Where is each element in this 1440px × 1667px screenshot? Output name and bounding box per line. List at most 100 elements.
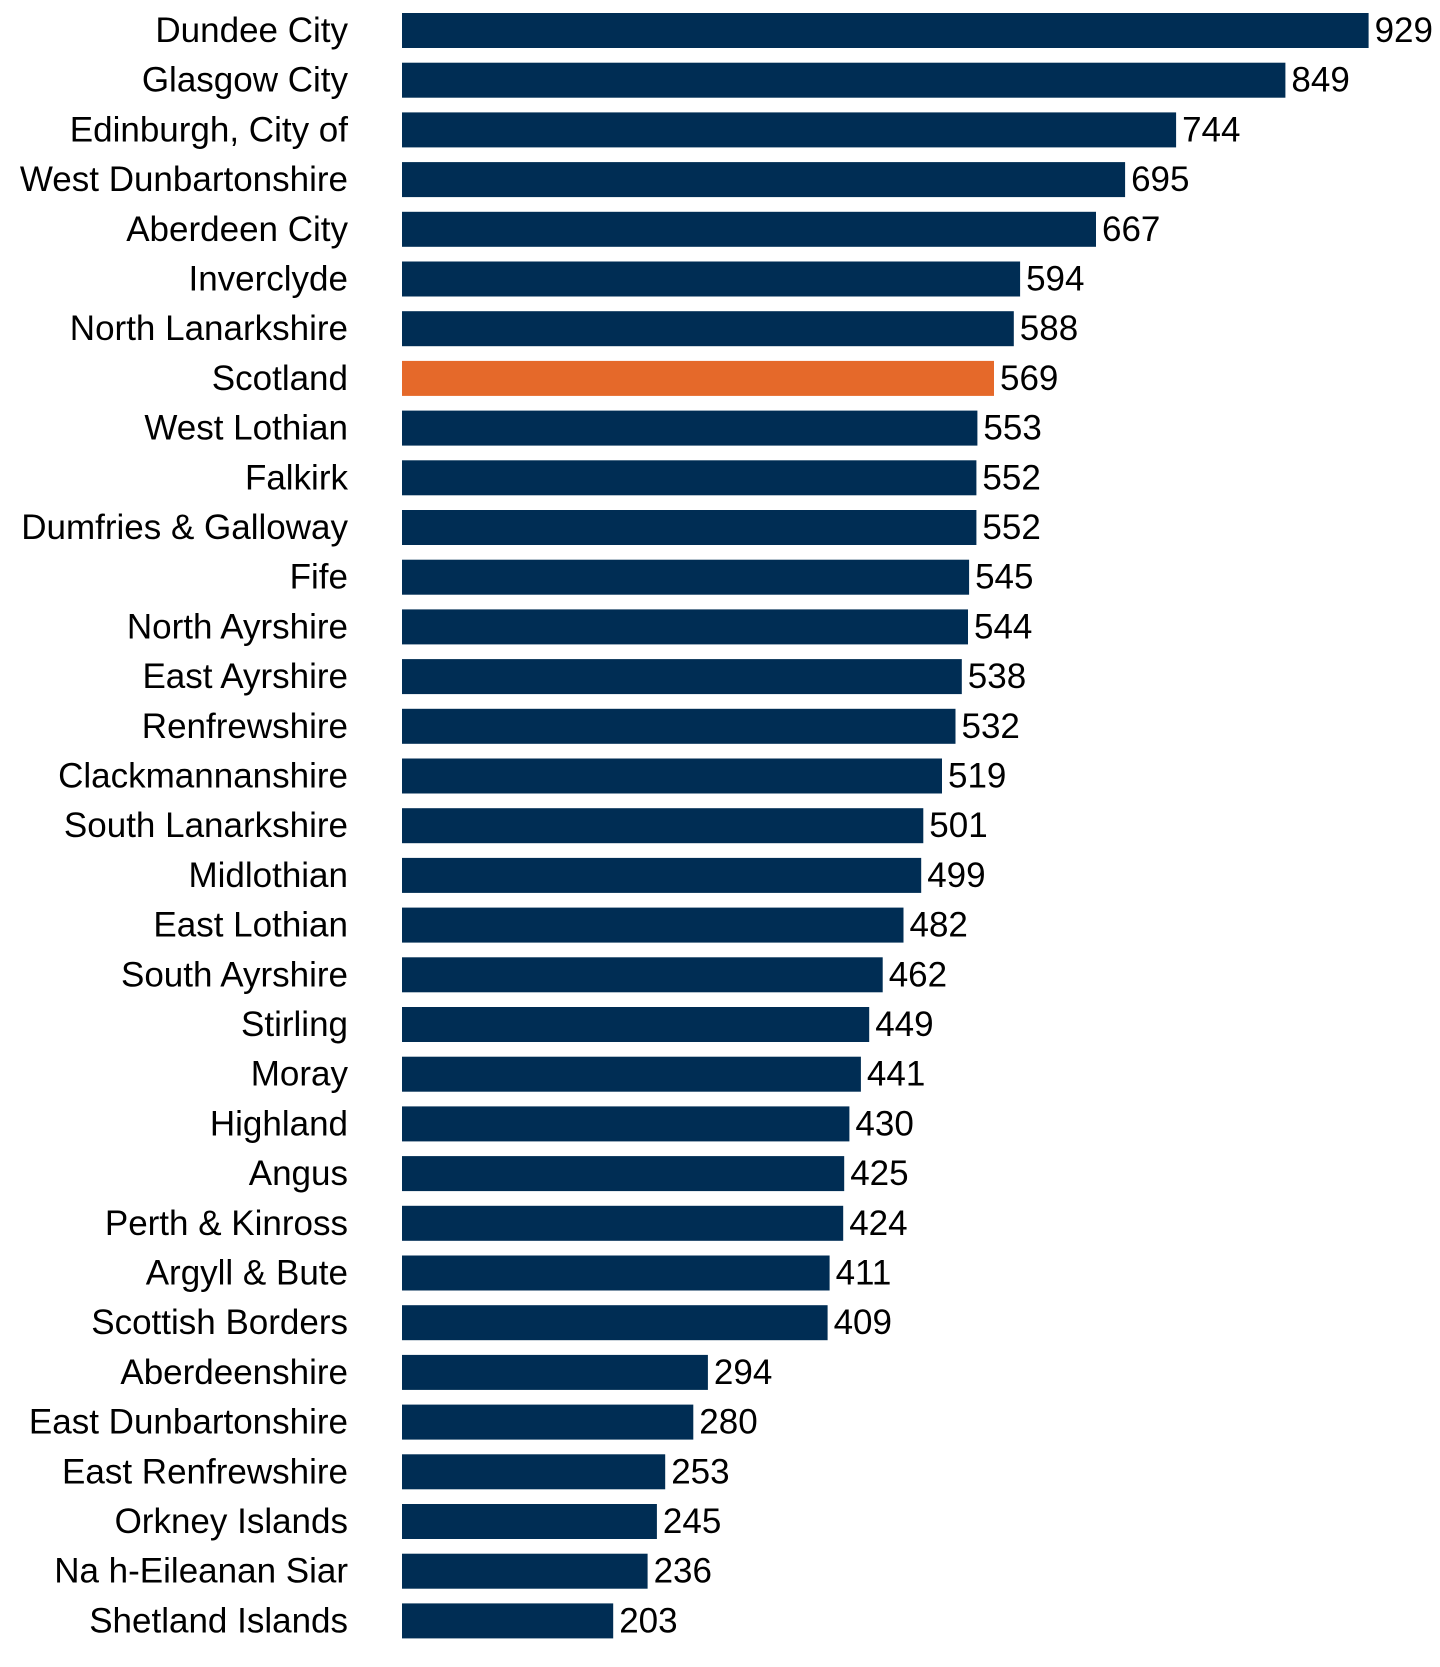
- bar-west-lothian: [402, 410, 978, 446]
- data-label-north-ayrshire: 544: [974, 607, 1032, 646]
- data-label-moray: 441: [867, 1055, 925, 1094]
- category-label-stirling: Stirling: [241, 1005, 348, 1044]
- data-label-scotland: 569: [1000, 359, 1058, 398]
- data-label-orkney-islands: 245: [663, 1502, 721, 1541]
- bar-south-ayrshire: [402, 957, 883, 993]
- category-label-argyll-and-bute: Argyll & Bute: [146, 1254, 348, 1293]
- data-label-angus: 425: [850, 1154, 908, 1193]
- bar-inverclyde: [402, 261, 1021, 297]
- category-label-dundee-city: Dundee City: [155, 11, 348, 50]
- category-label-scotland: Scotland: [212, 359, 348, 398]
- data-label-east-ayrshire: 538: [968, 657, 1026, 696]
- bar-aberdeenshire: [402, 1354, 708, 1390]
- bar-angus: [402, 1156, 845, 1192]
- category-label-east-dunbartonshire: East Dunbartonshire: [29, 1403, 348, 1442]
- category-label-north-ayrshire: North Ayrshire: [127, 607, 348, 646]
- category-label-glasgow-city: Glasgow City: [142, 61, 349, 100]
- category-label-na-h-eileanan-siar: Na h-Eileanan Siar: [54, 1552, 348, 1591]
- bar-west-dunbartonshire: [402, 162, 1126, 198]
- data-label-renfrewshire: 532: [962, 707, 1020, 746]
- data-label-falkirk: 552: [982, 458, 1040, 497]
- data-label-glasgow-city: 849: [1291, 61, 1349, 100]
- bar-moray: [402, 1056, 861, 1092]
- category-label-angus: Angus: [249, 1154, 348, 1193]
- bar-east-lothian: [402, 907, 904, 943]
- data-label-south-lanarkshire: 501: [929, 806, 987, 845]
- data-label-aberdeen-city: 667: [1102, 210, 1160, 249]
- bar-dumfries-and-galloway: [402, 510, 977, 545]
- category-label-moray: Moray: [251, 1055, 349, 1094]
- bar-south-lanarkshire: [402, 808, 924, 844]
- category-labels: Dundee City Glasgow City Edinburgh, City o…: [20, 11, 349, 1640]
- category-label-inverclyde: Inverclyde: [188, 260, 348, 299]
- bar-dundee-city: [402, 13, 1369, 48]
- bar-east-ayrshire: [402, 659, 962, 695]
- bar-east-dunbartonshire: [402, 1404, 694, 1440]
- bar-midlothian: [402, 857, 922, 893]
- bar-argyll-and-bute: [402, 1255, 830, 1291]
- data-label-edinburgh-city-of: 744: [1182, 110, 1240, 149]
- bar-renfrewshire: [402, 708, 956, 744]
- bar-scottish-borders: [402, 1305, 828, 1341]
- bar-clackmannanshire: [402, 758, 942, 794]
- value-labels: 929 849 744 695 667 594 588 569 553 552 552 545 544 5…: [619, 11, 1433, 1640]
- category-label-renfrewshire: Renfrewshire: [142, 707, 348, 746]
- category-label-orkney-islands: Orkney Islands: [115, 1502, 348, 1541]
- bar-perth-and-kinross: [402, 1205, 844, 1241]
- bar-north-lanarkshire: [402, 311, 1014, 347]
- data-label-stirling: 449: [875, 1005, 933, 1044]
- bar-highland: [402, 1106, 850, 1142]
- bar-shetland-islands: [402, 1603, 614, 1639]
- bar-falkirk: [402, 460, 977, 496]
- data-label-midlothian: 499: [927, 856, 985, 895]
- data-label-highland: 430: [855, 1104, 913, 1143]
- category-label-clackmannanshire: Clackmannanshire: [58, 757, 348, 796]
- category-label-west-dunbartonshire: West Dunbartonshire: [20, 160, 348, 199]
- bar-glasgow-city: [402, 62, 1286, 98]
- category-label-north-lanarkshire: North Lanarkshire: [70, 309, 348, 348]
- data-label-west-dunbartonshire: 695: [1131, 160, 1189, 199]
- category-label-east-lothian: East Lothian: [153, 906, 348, 945]
- bar-stirling: [402, 1007, 870, 1042]
- bar-aberdeen-city: [402, 211, 1096, 247]
- data-label-east-renfrewshire: 253: [671, 1452, 729, 1491]
- bar-east-renfrewshire: [402, 1454, 666, 1490]
- bar-fife: [402, 559, 970, 595]
- data-label-east-lothian: 482: [910, 906, 968, 945]
- bar-north-ayrshire: [402, 609, 968, 645]
- bar-orkney-islands: [402, 1504, 657, 1539]
- data-label-east-dunbartonshire: 280: [699, 1403, 757, 1442]
- category-label-highland: Highland: [210, 1104, 348, 1143]
- category-label-south-ayrshire: South Ayrshire: [121, 955, 348, 994]
- category-label-aberdeen-city: Aberdeen City: [126, 210, 348, 249]
- data-label-north-lanarkshire: 588: [1020, 309, 1078, 348]
- data-label-scottish-borders: 409: [834, 1303, 892, 1342]
- category-label-east-ayrshire: East Ayrshire: [142, 657, 348, 696]
- category-label-dumfries-and-galloway: Dumfries & Galloway: [21, 508, 348, 547]
- data-label-argyll-and-bute: 411: [836, 1254, 892, 1293]
- category-label-south-lanarkshire: South Lanarkshire: [64, 806, 348, 845]
- data-label-clackmannanshire: 519: [948, 757, 1006, 796]
- data-label-south-ayrshire: 462: [889, 955, 947, 994]
- bar-na-h-eileanan-siar: [402, 1553, 648, 1589]
- data-label-shetland-islands: 203: [619, 1601, 677, 1640]
- data-label-west-lothian: 553: [983, 409, 1041, 448]
- category-label-falkirk: Falkirk: [245, 458, 349, 497]
- category-label-perth-and-kinross: Perth & Kinross: [105, 1204, 348, 1243]
- bar-scotland: [402, 360, 994, 396]
- category-label-edinburgh-city-of: Edinburgh, City of: [70, 110, 348, 149]
- data-label-perth-and-kinross: 424: [849, 1204, 907, 1243]
- bars-layer: [402, 13, 1369, 1639]
- category-label-midlothian: Midlothian: [188, 856, 348, 895]
- bar-edinburgh-city-of: [402, 112, 1177, 148]
- data-label-dumfries-and-galloway: 552: [982, 508, 1040, 547]
- data-label-fife: 545: [975, 558, 1033, 597]
- category-label-fife: Fife: [290, 558, 348, 597]
- data-label-aberdeenshire: 294: [714, 1353, 772, 1392]
- category-label-scottish-borders: Scottish Borders: [91, 1303, 348, 1342]
- data-label-na-h-eileanan-siar: 236: [654, 1552, 712, 1591]
- category-label-west-lothian: West Lothian: [144, 409, 348, 448]
- data-label-dundee-city: 929: [1375, 11, 1433, 50]
